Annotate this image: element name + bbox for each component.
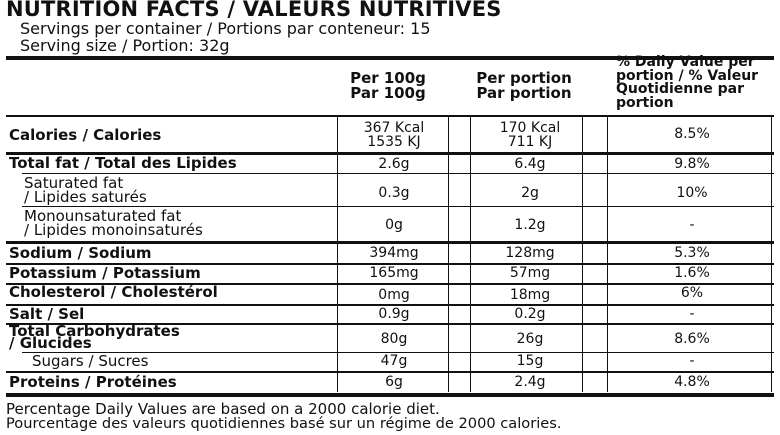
cell-portion: 128mg (505, 245, 555, 261)
cell-per100: 0g (385, 217, 403, 233)
cell-portion: 57mg (509, 265, 551, 281)
cell-per100: 165mg (369, 265, 419, 281)
row-rule (6, 263, 774, 265)
row-rule (22, 352, 774, 353)
footnote-french: Pourcentage des valeurs quotidiennes bas… (6, 415, 562, 432)
row-rule (6, 371, 774, 373)
cell-portion: 26g (516, 331, 544, 347)
col-header-perportion: Per portion Par portion (476, 69, 572, 102)
row-salt: Salt / Sel 0.9g 0.2g - (6, 306, 774, 323)
row-label: Proteins / Protéines (9, 373, 177, 391)
col-divider-5 (607, 117, 608, 392)
cell-portion: 1.2g (514, 217, 546, 233)
row-label: Potassium / Potassium (9, 264, 201, 282)
row-sodium: Sodium / Sodium 394mg 128mg 5.3% (6, 244, 774, 263)
row-label: Cholesterol / Cholestérol (9, 283, 218, 301)
bottom-rule (6, 393, 774, 397)
row-rule (6, 304, 774, 306)
header-rule (6, 115, 774, 117)
row-cholesterol: Cholesterol / Cholestérol 0mg 18mg 6% (6, 285, 774, 304)
row-rule (6, 283, 774, 285)
cell-per100: 6g (385, 374, 403, 390)
row-rule-thick (6, 241, 774, 244)
cell-portion: 6.4g (514, 156, 546, 172)
cell-per100: 0.3g (378, 185, 410, 201)
cell-portion: 2g (521, 185, 539, 201)
cell-dv: 4.8% (674, 374, 710, 390)
row-label: Sodium / Sodium (9, 244, 152, 262)
cell-portion: 170 Kcal 711 KJ (499, 120, 561, 150)
cell-portion: 15g (516, 353, 544, 369)
row-rule (22, 206, 774, 207)
row-label: Monounsaturated fat / Lipides monoinsatur… (24, 207, 203, 239)
row-label: Saturated fat / Lipides saturés (24, 174, 147, 206)
footnote-english: Percentage Daily Values are based on a 2… (6, 400, 440, 418)
col-divider-6 (771, 117, 772, 392)
cell-per100: 367 Kcal 1535 KJ (363, 120, 425, 150)
cell-dv: 10% (676, 185, 708, 201)
label-title: NUTRITION FACTS / VALEURS NUTRITIVES (6, 0, 502, 21)
col-header-daily-value: % Daily Value per portion / % Valeur Quoti… (616, 54, 759, 111)
row-label: Salt / Sel (9, 305, 85, 323)
cell-dv: 9.8% (674, 156, 710, 172)
row-label: Total fat / Total des Lipides (9, 154, 237, 172)
cell-portion: 0.2g (514, 306, 546, 322)
row-saturated-fat: Saturated fat / Lipides saturés 0.3g 2g 1… (6, 174, 774, 206)
col-divider-3 (470, 117, 471, 392)
servings-per-container: Servings per container / Portions par co… (20, 19, 431, 38)
cell-dv: 6% (680, 285, 704, 301)
row-sugars: Sugars / Sucres 47g 15g - (6, 353, 774, 371)
row-rule (6, 323, 774, 325)
col-divider-2 (448, 117, 449, 392)
col-divider-4 (582, 117, 583, 392)
cell-per100: 80g (380, 331, 408, 347)
cell-per100: 2.6g (378, 156, 410, 172)
row-total-fat: Total fat / Total des Lipides 2.6g 6.4g … (6, 155, 774, 173)
row-label: Calories / Calories (9, 126, 162, 144)
cell-dv: 8.5% (674, 126, 710, 142)
col-header-per100: Per 100g Par 100g (350, 69, 426, 102)
cell-dv: 8.6% (674, 331, 710, 347)
row-carbohydrates: Total Carbohydrates / Glucides 80g 26g 8.… (6, 322, 774, 352)
cell-dv: 1.6% (674, 265, 710, 281)
row-label: Total Carbohydrates / Glucides (9, 322, 180, 352)
cell-dv: 5.3% (674, 245, 710, 261)
calories-rule (6, 152, 774, 155)
cell-per100: 0mg (378, 287, 410, 303)
cell-dv: - (689, 353, 695, 369)
row-calories: Calories / Calories 367 Kcal 1535 KJ 170 … (6, 117, 774, 152)
top-rule (6, 56, 774, 60)
row-label: Sugars / Sucres (32, 352, 149, 370)
row-rule (22, 173, 774, 174)
col-divider-1 (337, 117, 338, 392)
row-monounsaturated-fat: Monounsaturated fat / Lipides monoinsatur… (6, 207, 774, 241)
serving-size: Serving size / Portion: 32g (20, 36, 230, 55)
row-potassium: Potassium / Potassium 165mg 57mg 1.6% (6, 265, 774, 283)
cell-portion: 2.4g (514, 374, 546, 390)
row-proteins: Proteins / Protéines 6g 2.4g 4.8% (6, 373, 774, 392)
cell-portion: 18mg (509, 287, 551, 303)
cell-per100: 0.9g (378, 306, 410, 322)
cell-dv: - (689, 217, 695, 233)
cell-per100: 47g (380, 353, 408, 369)
cell-dv: - (689, 306, 695, 322)
cell-per100: 394mg (369, 245, 419, 261)
